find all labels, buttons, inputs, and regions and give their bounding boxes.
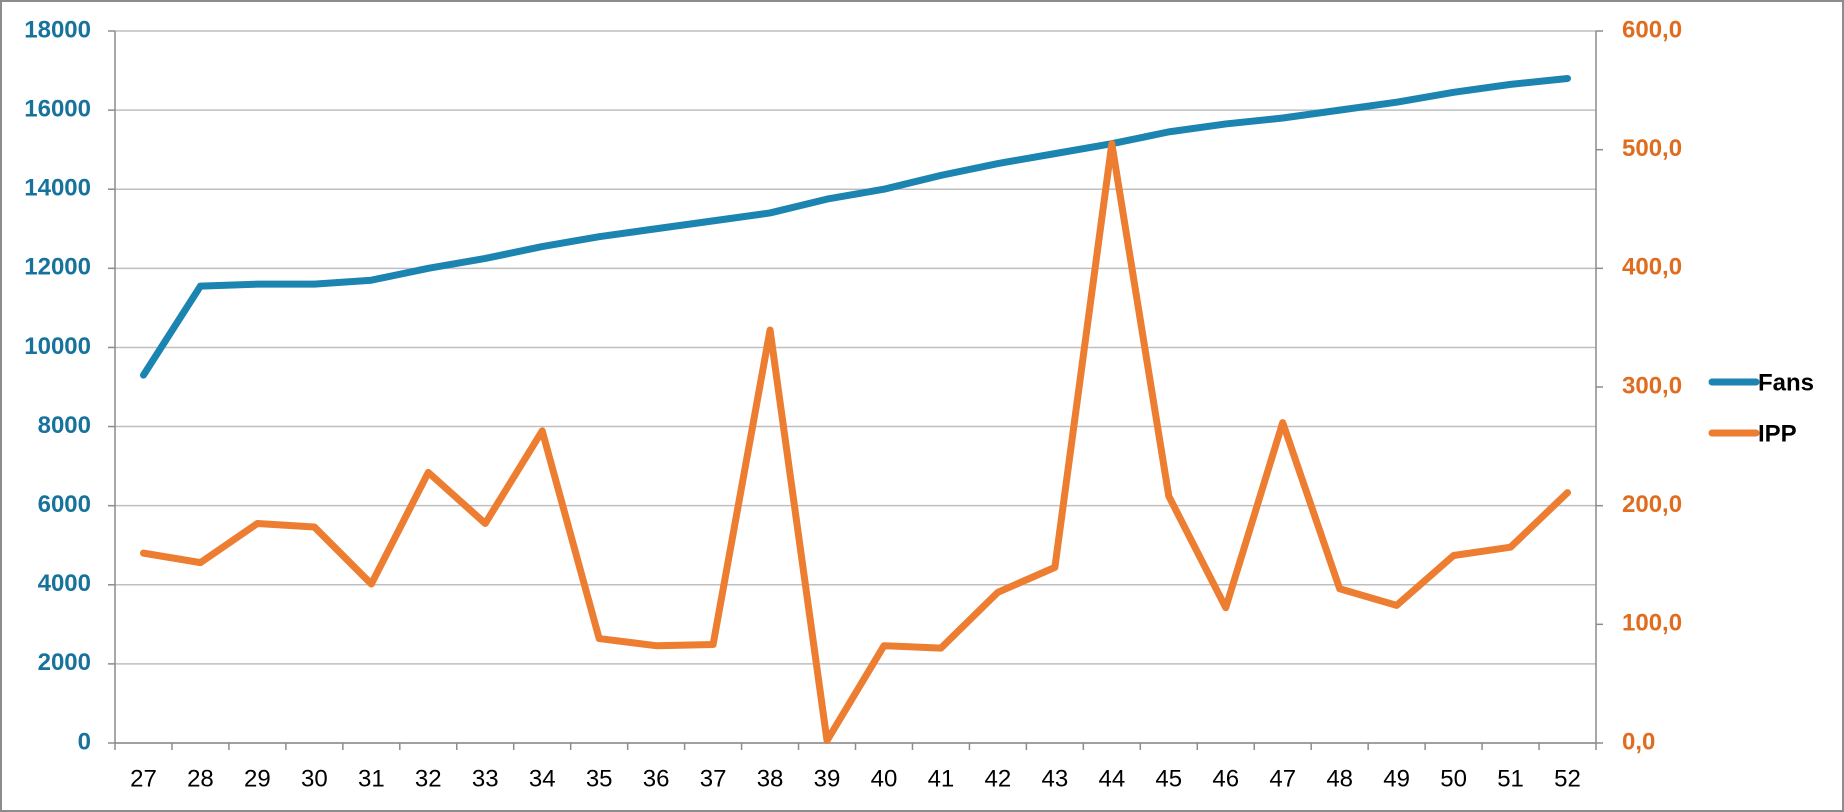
x-tick-label: 38 (757, 765, 784, 792)
y2-tick-label: 0,0 (1622, 728, 1655, 755)
y-tick-label: 6000 (38, 491, 91, 518)
y2-tick-label: 100,0 (1622, 610, 1682, 637)
y2-tick-label: 500,0 (1622, 135, 1682, 162)
x-tick-label: 27 (130, 765, 157, 792)
y-tick-label: 12000 (24, 254, 91, 281)
x-tick-label: 33 (472, 765, 499, 792)
x-tick-label: 50 (1440, 765, 1467, 792)
x-tick-label: 46 (1212, 765, 1239, 792)
legend-label: IPP (1758, 420, 1797, 447)
x-tick-label: 28 (187, 765, 214, 792)
x-tick-label: 31 (358, 765, 385, 792)
y-tick-label: 2000 (38, 649, 91, 676)
x-tick-label: 48 (1326, 765, 1353, 792)
y-tick-label: 14000 (24, 175, 91, 202)
x-tick-label: 44 (1098, 765, 1125, 792)
x-tick-label: 32 (415, 765, 442, 792)
y-tick-label: 4000 (38, 570, 91, 597)
y-tick-label: 16000 (24, 95, 91, 122)
series-line (139, 140, 1572, 745)
y2-tick-label: 400,0 (1622, 254, 1682, 281)
series-line (139, 74, 1572, 379)
y-tick-label: 8000 (38, 412, 91, 439)
x-tick-label: 37 (700, 765, 727, 792)
y-tick-label: 18000 (24, 16, 91, 43)
x-tick-label: 39 (814, 765, 841, 792)
legend-label: Fans (1758, 369, 1814, 396)
x-tick-label: 52 (1554, 765, 1581, 792)
x-tick-label: 30 (301, 765, 328, 792)
y-tick-label: 10000 (24, 333, 91, 360)
y2-tick-label: 600,0 (1622, 16, 1682, 43)
y2-tick-label: 300,0 (1622, 372, 1682, 399)
x-tick-label: 34 (529, 765, 556, 792)
x-tick-label: 49 (1383, 765, 1410, 792)
x-tick-label: 42 (985, 765, 1012, 792)
x-tick-label: 35 (586, 765, 613, 792)
y-tick-label: 0 (78, 728, 91, 755)
x-tick-label: 29 (244, 765, 271, 792)
x-tick-label: 41 (928, 765, 955, 792)
x-tick-label: 47 (1269, 765, 1296, 792)
x-tick-label: 36 (643, 765, 670, 792)
x-tick-label: 51 (1497, 765, 1524, 792)
x-tick-label: 43 (1042, 765, 1069, 792)
x-tick-label: 45 (1155, 765, 1182, 792)
x-tick-label: 40 (871, 765, 898, 792)
y2-tick-label: 200,0 (1622, 491, 1682, 518)
